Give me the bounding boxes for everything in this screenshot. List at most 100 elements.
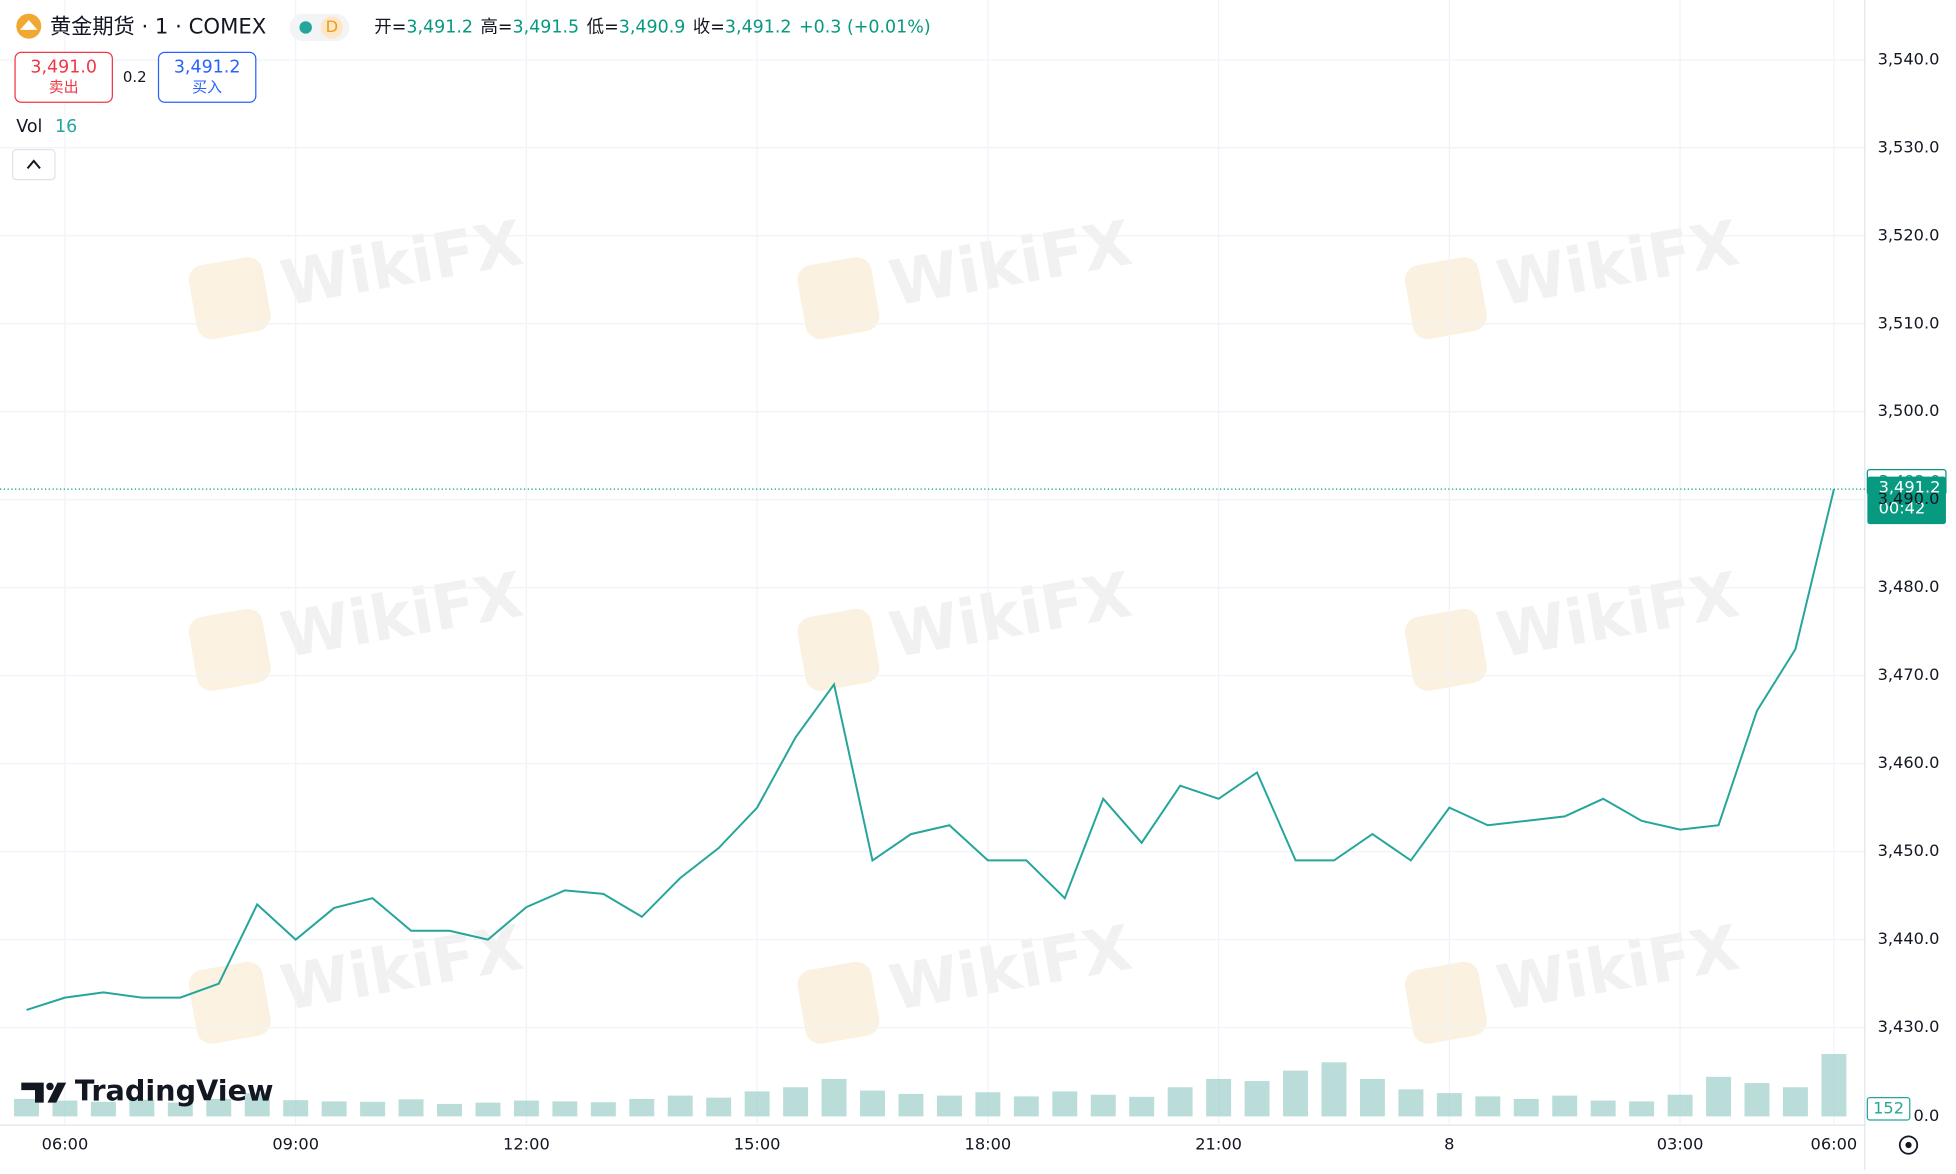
volume-bar [90, 1101, 116, 1117]
volume-bar [1167, 1087, 1193, 1117]
volume-bar [1629, 1101, 1655, 1117]
volume-bar [1321, 1062, 1347, 1117]
market-status-dot [299, 21, 312, 34]
y-tick-label: 3,470.0 [1878, 665, 1940, 684]
sell-price[interactable]: 3,491.0 [30, 57, 97, 77]
y-tick-label: 3,480.0 [1878, 577, 1940, 596]
volume-bar [206, 1098, 232, 1117]
volume-tag-label: 152 [1873, 1098, 1904, 1117]
ohlc-label: 开= [374, 17, 406, 37]
settings-icon[interactable] [1898, 1135, 1919, 1155]
y-tick-label: 3,440.0 [1878, 929, 1940, 948]
buy-price[interactable]: 3,491.2 [174, 57, 241, 77]
volume-bar [1052, 1091, 1078, 1117]
volume-bar [706, 1097, 732, 1117]
settings-icon-center[interactable] [1905, 1141, 1912, 1149]
y-tick-label: 3,460.0 [1878, 753, 1940, 772]
volume-bar [1244, 1081, 1270, 1117]
sell-label[interactable]: 卖出 [49, 78, 79, 96]
volume-bar [513, 1100, 539, 1117]
ohlc-label: 高= [480, 17, 512, 37]
y-tick-label: 3,540.0 [1878, 49, 1940, 68]
volume-bar [1706, 1076, 1732, 1117]
volume-bar [936, 1095, 962, 1117]
ohlc-value: 3,491.2 [406, 17, 473, 37]
x-tick-label: 03:00 [1657, 1135, 1704, 1154]
y-tick-label: 3,520.0 [1878, 225, 1940, 244]
volume-bar [1590, 1100, 1616, 1117]
ohlc-value: 3,490.9 [619, 17, 686, 37]
collapse-icon[interactable] [26, 159, 41, 170]
x-tick-label: 15:00 [734, 1135, 781, 1154]
volume-bar [475, 1102, 501, 1117]
volume-bar [1552, 1095, 1578, 1117]
x-tick-label: 8 [1444, 1135, 1454, 1154]
volume-bar [783, 1087, 809, 1117]
y-tick-label: 3,450.0 [1878, 841, 1940, 860]
volume-bar [1090, 1094, 1116, 1117]
watermark-logo [797, 608, 880, 691]
watermark-logo [1404, 257, 1487, 340]
volume-bar [244, 1093, 270, 1117]
ohlc-value: 3,491.5 [513, 17, 580, 37]
volume-bar [1821, 1053, 1847, 1117]
ohlc-legend: 开=3,491.2 高=3,491.5 低=3,490.9 收=3,491.2 +0.3… [374, 17, 930, 37]
volume-bar [360, 1101, 386, 1117]
watermark-logo [1404, 608, 1487, 691]
watermark-logo [188, 257, 271, 340]
volume-bar [1013, 1096, 1039, 1117]
y-tick-label: 3,490.0 [1878, 489, 1940, 508]
sell-button[interactable] [14, 51, 113, 103]
volume-bar [52, 1100, 78, 1117]
grid [0, 0, 1865, 1126]
volume-bar [1359, 1078, 1385, 1117]
watermark: WikiFX [1404, 206, 1744, 340]
ohlc-value: 3,491.2 [725, 17, 792, 37]
volume-bar [1129, 1096, 1155, 1117]
price-line [26, 488, 1835, 1011]
volume-bar [398, 1099, 424, 1117]
symbol-title: 黄金期货 · 1 · COMEX [50, 13, 266, 38]
x-tick-label: 06:00 [42, 1135, 89, 1154]
volume-bar [321, 1101, 347, 1117]
watermark-logo [797, 257, 880, 340]
volume-bar [898, 1093, 924, 1117]
brand-name: TradingView [75, 1074, 274, 1108]
x-tick-label: 21:00 [1195, 1135, 1242, 1154]
ohlc-label: 收= [693, 17, 725, 37]
volume-legend-value: 16 [55, 117, 77, 137]
volume-bar [975, 1092, 1001, 1117]
volume-legend-label: Vol [16, 117, 42, 137]
volume-bar [1283, 1070, 1308, 1117]
collapse-button[interactable] [11, 149, 56, 181]
buy-label[interactable]: 买入 [192, 78, 222, 96]
watermark-logo [797, 961, 880, 1044]
volume-bar [744, 1091, 770, 1117]
countdown: 00:42 [1879, 499, 1926, 518]
y-tick-label: 3,500.0 [1878, 401, 1940, 420]
x-tick-label: 18:00 [965, 1135, 1012, 1154]
volume-bar [1782, 1087, 1808, 1117]
x-tick-label: 12:00 [503, 1135, 550, 1154]
symbol-icon-glyph [20, 19, 38, 30]
last-price-label: 3,491.2 [1879, 477, 1941, 496]
volume-bar [283, 1100, 309, 1117]
brand-logo-dot [46, 1082, 54, 1091]
buy-button[interactable] [157, 51, 257, 103]
spread: 0.2 [123, 68, 147, 86]
y-tick-label: 3,530.0 [1878, 137, 1940, 156]
interval-badge: D [326, 17, 338, 36]
volume-bar [590, 1102, 616, 1117]
volume-tag-box [1866, 1096, 1911, 1121]
volume-bar [1206, 1078, 1232, 1117]
y2-tick-label: 0.0 [1914, 1106, 1940, 1125]
brand-logo [21, 1082, 67, 1103]
x-tick-label: 09:00 [272, 1135, 319, 1154]
volume-bar [667, 1095, 693, 1117]
x-tick-label: 06:00 [1811, 1135, 1858, 1154]
watermark-logo [1404, 961, 1487, 1044]
volume-bar [860, 1090, 885, 1117]
last-price-box [1867, 476, 1946, 525]
